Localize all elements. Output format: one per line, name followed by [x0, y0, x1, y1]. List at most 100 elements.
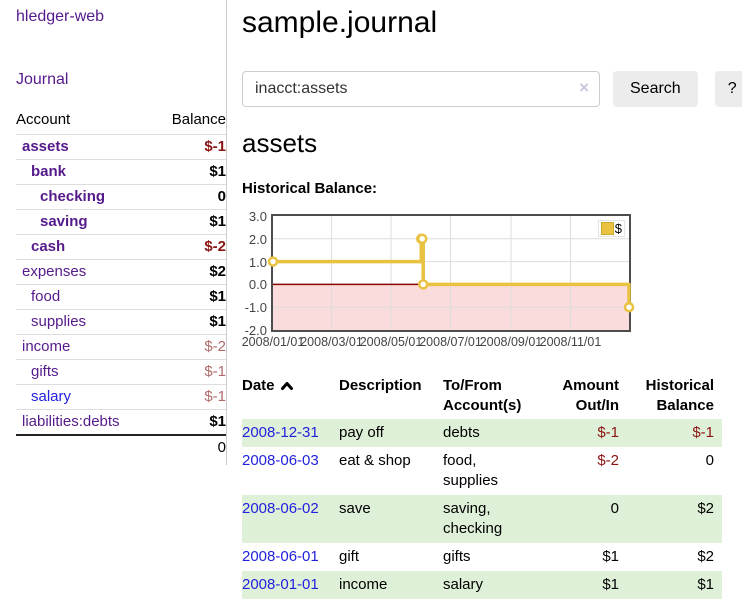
register-row: 2008-01-01 income salary $1 $1: [242, 571, 722, 599]
account-name-cell: supplies: [16, 309, 154, 335]
transaction-date-link[interactable]: 2008-12-31: [242, 424, 319, 441]
accounts-total-spacer: [16, 434, 154, 459]
account-link[interactable]: saving: [40, 213, 88, 230]
transaction-date-link[interactable]: 2008-06-01: [242, 548, 319, 565]
search-button[interactable]: Search: [613, 71, 698, 107]
account-balance: $2: [153, 259, 226, 285]
account-row: salary $-1: [16, 384, 226, 410]
chart-title: Historical Balance:: [242, 180, 378, 197]
register-row: 2008-12-31 pay off debts $-1 $-1: [242, 419, 722, 447]
register-header-row: Date Description To/From Account(s) Amount …: [242, 373, 722, 419]
transaction-amount: $-1: [597, 424, 619, 441]
x-axis-tick-label: 2008/03/01: [300, 335, 363, 349]
y-axis-tick-label: 1.0: [248, 254, 267, 270]
transaction-amount: 0: [610, 500, 619, 517]
transaction-accounts: gifts: [443, 548, 471, 565]
register-table: Date Description To/From Account(s) Amount …: [242, 373, 722, 599]
account-row: bank $1: [16, 159, 226, 185]
transaction-balance: $2: [697, 548, 714, 565]
historical-balance-chart: $ 3.0 2.0 1.0 0.0 -1.0 -2.0 2008/01/01 2008/03…: [241, 210, 742, 366]
x-axis-tick-label: 2008/07/01: [419, 335, 482, 349]
register-column-header: Amount Out/In: [562, 377, 619, 414]
sort-ascending-icon: [280, 382, 293, 390]
register-column-header: To/From Account(s): [443, 377, 522, 414]
account-balance: $1: [153, 409, 226, 435]
account-name-cell: expenses: [16, 259, 154, 285]
transaction-accounts: saving, checking: [443, 500, 503, 537]
account-name-cell: bank: [16, 159, 154, 185]
accounts-table: Account Balance assets $-1 bank $1 check…: [16, 106, 226, 459]
x-axis-tick-label: 2008/01/01: [241, 335, 305, 349]
sidebar-item-journal[interactable]: Journal: [16, 71, 69, 88]
account-row: income $-2: [16, 334, 226, 360]
account-row: expenses $2: [16, 259, 226, 285]
search-input[interactable]: [242, 71, 600, 107]
account-link[interactable]: income: [22, 338, 71, 355]
account-balance: $-1: [153, 384, 226, 410]
account-name-cell: saving: [16, 209, 154, 235]
transaction-date-link[interactable]: 2008-01-01: [242, 576, 319, 593]
transaction-accounts: salary: [443, 576, 484, 593]
transaction-amount: $1: [602, 548, 619, 565]
account-row: checking 0: [16, 184, 226, 210]
account-balance: $1: [153, 159, 226, 185]
clear-search-icon[interactable]: ×: [579, 78, 589, 97]
account-balance: $-1: [153, 359, 226, 385]
account-balance: $1: [153, 209, 226, 235]
transaction-description: gift: [339, 548, 360, 565]
transaction-accounts: debts: [443, 424, 480, 441]
account-balance: $-2: [153, 234, 226, 260]
account-name-cell: cash: [16, 234, 154, 260]
page-title: sample.journal: [242, 6, 438, 39]
help-button[interactable]: ?: [714, 71, 742, 107]
transaction-amount: $-2: [597, 452, 619, 469]
chart-legend: $: [597, 220, 625, 237]
account-link[interactable]: bank: [31, 163, 67, 180]
transaction-description: income: [339, 576, 388, 593]
account-link[interactable]: salary: [31, 388, 72, 405]
sidebar: hledger-web Journal Account Balance asse…: [0, 0, 227, 465]
x-axis-tick-label: 2008/05/01: [359, 335, 423, 349]
accounts-header-account: Account: [16, 111, 71, 128]
account-link[interactable]: gifts: [31, 363, 59, 380]
transaction-balance: $-1: [692, 424, 714, 441]
register-column-header[interactable]: Date: [242, 373, 339, 419]
account-link[interactable]: cash: [31, 238, 66, 255]
account-row: gifts $-1: [16, 359, 226, 385]
account-name-cell: gifts: [16, 359, 154, 385]
legend-swatch-icon: [600, 222, 614, 235]
transaction-balance: $1: [697, 576, 714, 593]
register-column-header: Historical Balance: [645, 377, 714, 414]
account-row: supplies $1: [16, 309, 226, 335]
account-link[interactable]: liabilities:debts: [22, 413, 120, 430]
account-row: cash $-2: [16, 234, 226, 260]
y-axis-tick-label: 0.0: [248, 277, 267, 293]
account-name-cell: salary: [16, 384, 154, 410]
register-row: 2008-06-03 eat & shop food, supplies $-2…: [242, 447, 722, 495]
transaction-description: eat & shop: [339, 452, 411, 469]
transaction-date-link[interactable]: 2008-06-03: [242, 452, 319, 469]
account-link[interactable]: expenses: [22, 263, 87, 280]
x-axis-tick-label: 2008/09/01: [479, 335, 543, 349]
y-axis-tick-label: -1.0: [244, 300, 267, 316]
legend-label: $: [614, 221, 622, 236]
account-link[interactable]: supplies: [31, 313, 87, 330]
account-heading: assets: [242, 128, 318, 158]
chart-plot-area: $: [267, 214, 635, 332]
transaction-balance: $2: [697, 500, 714, 517]
accounts-header-balance: Balance: [171, 111, 226, 128]
transaction-description: save: [339, 500, 371, 517]
accounts-header-row: Account Balance: [16, 106, 226, 135]
account-link[interactable]: food: [31, 288, 61, 305]
account-link[interactable]: assets: [22, 138, 69, 155]
register-column-header: Description: [339, 377, 422, 394]
account-balance: $-2: [153, 334, 226, 360]
transaction-date-link[interactable]: 2008-06-02: [242, 500, 319, 517]
search-bar: × Search ?: [242, 71, 742, 107]
account-row: assets $-1: [16, 134, 226, 160]
search-box: ×: [242, 71, 600, 107]
brand-link[interactable]: hledger-web: [16, 8, 105, 25]
account-balance: $1: [153, 309, 226, 335]
account-link[interactable]: checking: [40, 188, 106, 205]
